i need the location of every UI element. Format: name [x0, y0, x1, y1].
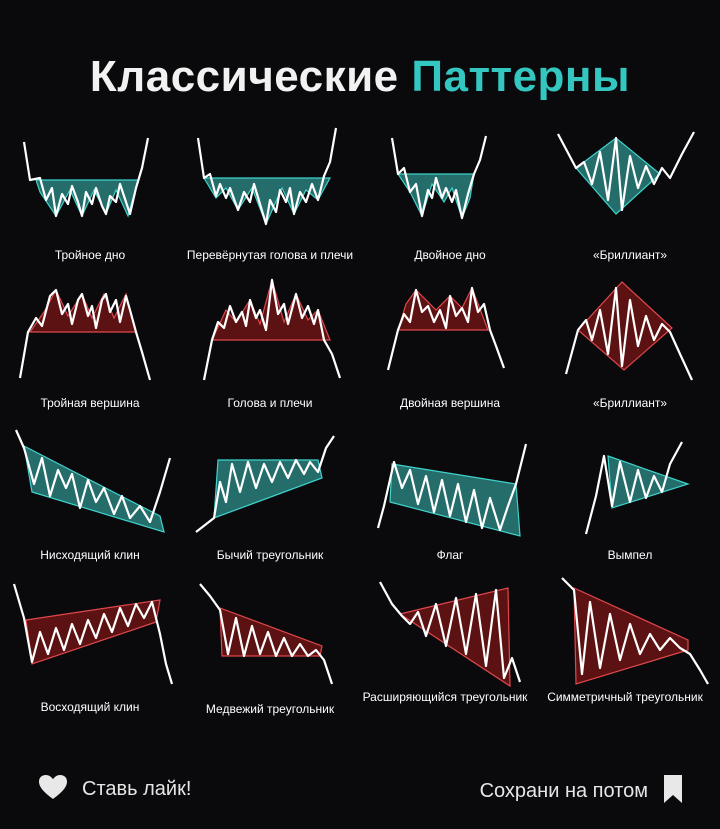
pennant-price-line: [584, 441, 683, 535]
double-bottom-price-line: [390, 135, 488, 220]
pattern-bullish-triangle: Бычий треугольник: [180, 422, 360, 574]
title-word-classic: Классические: [89, 52, 399, 101]
pattern-flag: Флаг: [360, 422, 540, 574]
symmetrical-triangle-chart: [561, 577, 709, 685]
triple-bottom-chart: [22, 137, 150, 218]
symmetrical-triangle-price-line: [561, 577, 709, 685]
save-label[interactable]: Сохрани на потом: [479, 780, 648, 802]
pattern-label: Нисходящий клин: [40, 548, 140, 562]
page-title: Классические Паттерны: [0, 52, 720, 102]
triple-top-price-line: [18, 288, 152, 381]
flag-chart: [376, 443, 528, 537]
pattern-falling-wedge: Нисходящий клин: [0, 422, 180, 574]
falling-wedge-price-line: [14, 429, 172, 524]
pattern-diamond-bearish: «Бриллиант»: [540, 270, 720, 422]
falling-wedge-chart: [14, 429, 172, 533]
flag-price-line: [376, 443, 528, 532]
inverse-hs-price-line: [196, 127, 338, 226]
bearish-triangle-chart: [199, 583, 334, 685]
diamond-bearish-shape: [577, 281, 673, 371]
pattern-label: Тройное дно: [54, 248, 126, 262]
pattern-double-bottom: Двойное дно: [360, 118, 540, 270]
pattern-double-top: Двойная вершина: [360, 270, 540, 422]
pattern-triple-bottom: Тройное дно: [0, 118, 180, 270]
diamond-bullish-chart: [557, 131, 695, 215]
pattern-label: Двойная вершина: [399, 396, 501, 410]
pattern-label: Двойное дно: [414, 248, 486, 262]
triple-bottom-price-line: [22, 137, 150, 218]
broadening-triangle-price-line: [379, 581, 522, 683]
pattern-label: Тройная вершина: [40, 396, 140, 410]
pattern-label: Перевёрнутая голова и плечи: [186, 248, 354, 262]
triple-top-chart: [18, 288, 152, 381]
rising-wedge-price-line: [12, 583, 174, 685]
save-cta[interactable]: Сохрани на потом: [480, 774, 684, 809]
bookmark-icon[interactable]: [662, 774, 684, 809]
diamond-bearish-price-line: [564, 286, 693, 381]
rising-wedge-chart: [12, 583, 174, 685]
pattern-symmetrical-triangle: Симметричный треугольник: [540, 574, 720, 726]
diamond-bearish-chart: [564, 281, 693, 381]
diamond-bullish-price-line: [557, 131, 695, 212]
broadening-triangle-shape: [398, 587, 511, 688]
like-cta[interactable]: Ставь лайк!: [38, 774, 191, 805]
title-word-patterns: Паттерны: [411, 52, 631, 101]
like-label[interactable]: Ставь лайк!: [82, 778, 192, 800]
double-bottom-chart: [390, 135, 488, 220]
pattern-rising-wedge: Восходящий клин: [0, 574, 180, 726]
pattern-pennant: Вымпел: [540, 422, 720, 574]
broadening-triangle-chart: [379, 581, 522, 688]
pattern-bearish-triangle: Медвежий треугольник: [180, 574, 360, 726]
pattern-triple-top: Тройная вершина: [0, 270, 180, 422]
inverse-hs-chart: [196, 127, 338, 226]
pattern-label: Медвежий треугольник: [205, 702, 335, 716]
head-shoulders-price-line: [202, 278, 342, 381]
falling-wedge-shape: [23, 444, 165, 533]
pattern-label: Бычий треугольник: [216, 548, 324, 562]
double-top-price-line: [386, 286, 506, 371]
head-shoulders-chart: [202, 277, 342, 381]
bullish-triangle-shape: [213, 459, 323, 519]
heart-icon[interactable]: [38, 774, 68, 805]
pattern-inverse-head-shoulders: Перевёрнутая голова и плечи: [180, 118, 360, 270]
pattern-label: Симметричный треугольник: [547, 690, 703, 704]
bearish-triangle-shape: [219, 607, 323, 657]
pattern-label: Расширяющийся треугольник: [362, 690, 528, 704]
pattern-broadening-triangle: Расширяющийся треугольник: [360, 574, 540, 726]
triple-bottom-shape: [35, 179, 139, 218]
pattern-label: «Бриллиант»: [592, 248, 668, 262]
pattern-grid: Тройное дно Перевёрнутая голова и плечи …: [0, 118, 720, 728]
pattern-head-shoulders: Голова и плечи: [180, 270, 360, 422]
double-top-chart: [386, 286, 506, 371]
pattern-label: Флаг: [436, 548, 464, 562]
pattern-label: «Бриллиант»: [592, 396, 668, 410]
pattern-label: Восходящий клин: [40, 700, 140, 714]
pattern-label: Вымпел: [607, 548, 653, 562]
bullish-triangle-price-line: [195, 435, 335, 533]
pattern-diamond-bullish: «Бриллиант»: [540, 118, 720, 270]
pennant-chart: [584, 441, 690, 535]
bearish-triangle-price-line: [199, 583, 334, 685]
bullish-triangle-chart: [195, 435, 335, 533]
pattern-label: Голова и плечи: [227, 396, 313, 410]
